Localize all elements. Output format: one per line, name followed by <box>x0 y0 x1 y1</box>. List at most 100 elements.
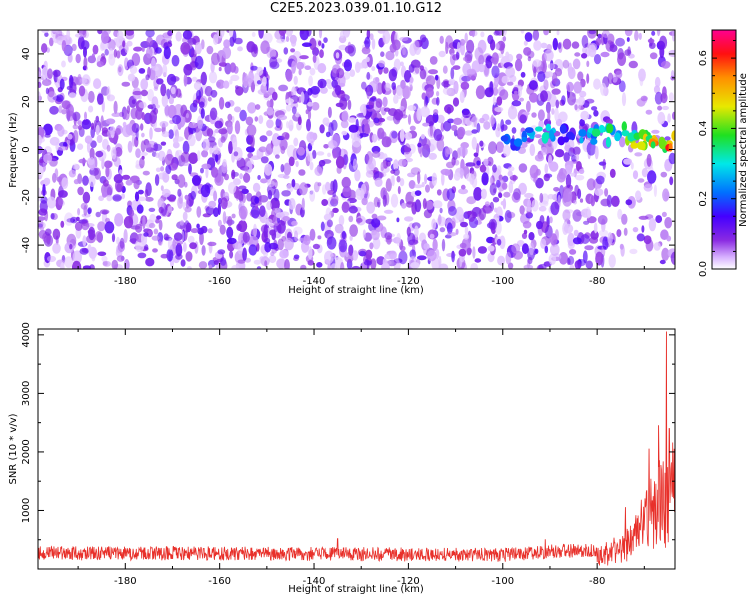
spectrogram-cell <box>277 238 285 251</box>
spectrogram-cell <box>38 137 45 143</box>
spectrogram-cell <box>250 205 260 219</box>
spectrogram-cell <box>593 54 602 65</box>
spectrogram-signal-cell <box>606 123 614 134</box>
spectrogram-cell <box>373 117 380 124</box>
spectrogram-cell <box>185 251 193 262</box>
spectrogram-cell <box>297 146 305 156</box>
spectrogram-cell <box>262 76 267 87</box>
spectrogram-cell <box>285 36 290 42</box>
spectrogram-cell <box>218 128 228 135</box>
spectrogram-cell <box>564 140 570 153</box>
spectrogram-cell <box>657 111 666 125</box>
spectrogram-cell <box>370 258 377 269</box>
spectrogram-cell <box>78 85 86 97</box>
spectrogram-cell <box>298 68 302 76</box>
spectrogram-cell <box>145 74 150 81</box>
spectrogram-cell <box>436 96 440 106</box>
spectrogram-cell <box>558 251 569 265</box>
spectrogram-cell <box>371 66 376 72</box>
spectrogram-cell <box>400 61 404 67</box>
snr-x-tick-label: -80 <box>589 576 605 587</box>
spectrogram-cell <box>636 233 645 242</box>
figure-title: C2E5.2023.039.01.10.G12 <box>269 1 443 16</box>
spectrogram-cell <box>96 134 103 144</box>
spectrogram-cell <box>260 178 268 184</box>
spectrogram-cell <box>245 116 254 126</box>
spectrogram-signal-cell <box>578 129 587 137</box>
spectrogram-cell <box>524 32 533 42</box>
spectrogram-cell <box>499 89 509 101</box>
spectrogram-cell <box>602 236 609 251</box>
spectrogram-cell <box>264 218 273 225</box>
spectrogram-cell <box>647 38 655 44</box>
spectrogram-cell <box>226 226 234 239</box>
spectrogram-cell <box>380 131 387 140</box>
spectrogram-cell <box>664 136 671 141</box>
spectrogram-cell <box>272 91 278 101</box>
spectrogram-cell <box>502 30 507 37</box>
spectrogram-cell <box>551 88 561 95</box>
spectrogram-cell <box>590 230 599 240</box>
spectrogram-cell <box>507 170 513 177</box>
spectrogram-cell <box>187 235 195 244</box>
spectrogram-cell <box>232 136 238 151</box>
spectrogram-cell <box>528 80 538 91</box>
spectrogram-cell <box>572 58 581 70</box>
spectrogram-cell <box>552 37 558 51</box>
spectrogram-cell <box>77 208 81 216</box>
spectrogram-cell <box>489 81 494 93</box>
spectrogram-cell <box>431 172 438 186</box>
spectrogram-cell <box>562 59 570 69</box>
snr-y-axis-label: SNR (10 * v/v) <box>8 413 19 484</box>
spectrogram-cell <box>139 151 148 156</box>
spectrogram-cell <box>255 104 261 110</box>
spectrogram-cell <box>557 42 562 50</box>
spectrogram-cell <box>269 56 278 68</box>
spectrogram-cell <box>588 30 596 35</box>
spectrogram-cell <box>217 219 222 227</box>
spectrogram-cell <box>201 39 205 50</box>
spectrogram-cell <box>655 215 663 224</box>
spectrogram-cell <box>250 134 255 149</box>
spectrogram-cell <box>184 194 189 200</box>
spectrogram-cell <box>466 68 476 75</box>
spectrogram-cell <box>88 174 96 188</box>
spectrogram-cell <box>446 232 457 237</box>
spectrogram-cell <box>185 198 190 209</box>
spectrogram-cell <box>323 37 328 43</box>
spectrogram-cell <box>279 249 289 259</box>
spectrogram-cell <box>541 146 547 156</box>
spectrogram-cell <box>586 60 590 67</box>
spectrogram-cell <box>62 142 68 147</box>
spectrogram-cell <box>155 47 162 54</box>
spectrogram-cell <box>567 255 575 266</box>
spectrogram-cell <box>504 210 512 223</box>
spectrogram-cell <box>127 140 133 153</box>
spectrogram-cell <box>270 251 275 256</box>
spectrogram-cell <box>492 164 497 173</box>
spectrogram-cell <box>356 217 363 223</box>
spectrogram-signal-cell <box>559 124 567 134</box>
spectrogram-cell <box>439 227 446 233</box>
spectrogram-cell <box>476 122 481 133</box>
spectrogram-cell <box>256 266 262 269</box>
spectrogram-cell <box>428 152 438 160</box>
spectrogram-cells <box>38 30 675 269</box>
spectrogram-cell <box>80 202 88 210</box>
spectrogram-cell <box>100 115 104 129</box>
spectrogram-cell <box>407 105 417 111</box>
spectrogram-cell <box>111 112 122 117</box>
spectrogram-cell <box>540 42 548 49</box>
spectrogram-cell <box>77 120 82 126</box>
spectrogram-cell <box>234 106 241 113</box>
spectrogram-cell <box>97 221 106 232</box>
spectrogram-cell <box>586 216 597 224</box>
spectrogram-cell <box>95 124 100 136</box>
spectrogram-cell <box>323 144 329 149</box>
spectrogram-cell <box>254 116 259 122</box>
spectrogram-cell <box>317 235 322 240</box>
spectrogram-cell <box>198 261 208 269</box>
spectrogram-cell <box>502 36 507 42</box>
spectrogram-cell <box>290 48 296 53</box>
spectrogram-cell <box>207 96 212 102</box>
